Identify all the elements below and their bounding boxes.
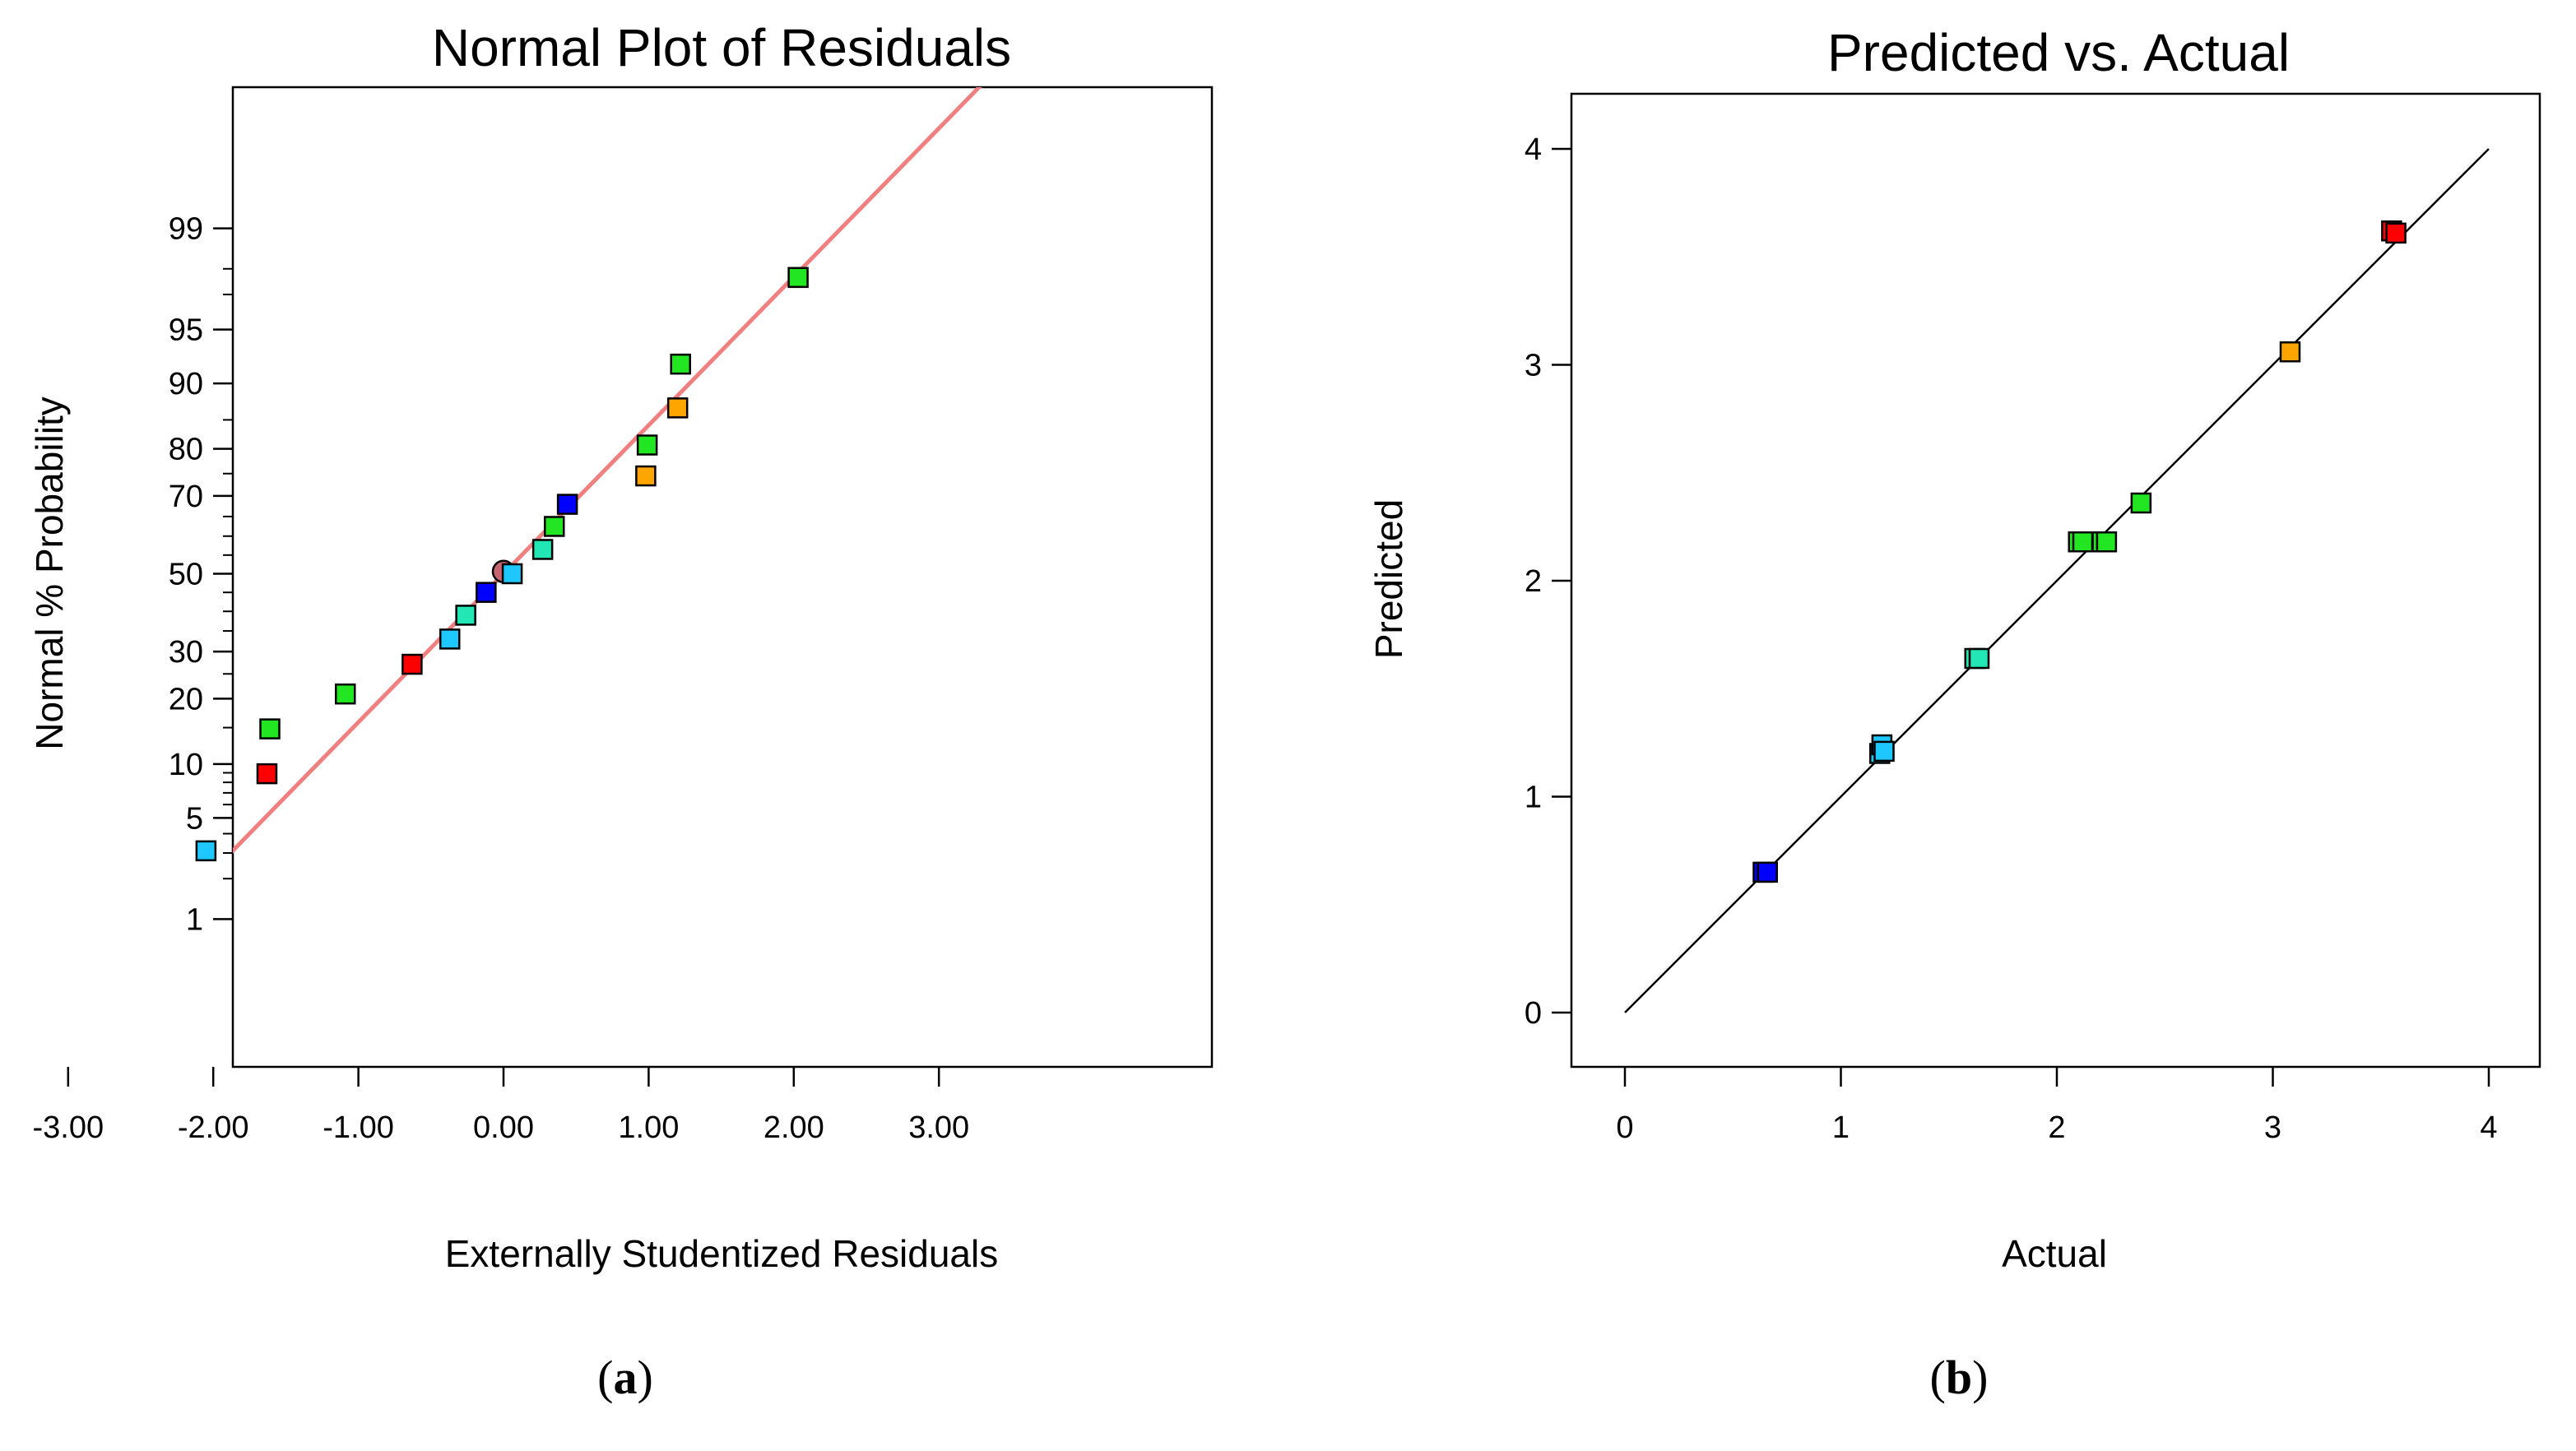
y-axis-ticks: 0 1 2 3 4: [1525, 132, 1571, 1031]
y-tick-label: 0: [1525, 996, 1542, 1031]
y-axis-label: Normal % Probability: [28, 396, 71, 749]
reference-line: [1624, 148, 2490, 1013]
data-point: [455, 605, 476, 626]
panel-label-a: (a): [597, 1351, 653, 1404]
x-axis-label: Externally Studentized Residuals: [445, 1232, 998, 1275]
x-axis-label: Actual: [2002, 1232, 2107, 1275]
y-tick-label: 30: [169, 635, 203, 670]
y-tick-label: 20: [169, 682, 203, 716]
data-point: [2130, 492, 2152, 514]
y-tick-label: 90: [169, 367, 203, 401]
data-point: [401, 653, 423, 675]
y-axis-ticks: 1 5 10 20 30 50 70 80 90 95 99: [169, 212, 233, 937]
plot-area-frame: [231, 86, 1214, 1069]
x-axis-ticks: -3.00 -2.00 -1.00 0.00 1.00 2.00 3.00: [32, 1067, 969, 1145]
data-point: [439, 628, 461, 650]
x-tick-label: 0: [1616, 1110, 1633, 1145]
panel-letter-a: a: [614, 1351, 638, 1404]
y-tick-label: 95: [169, 313, 203, 348]
y-tick-label: 10: [169, 748, 203, 782]
data-point: [195, 840, 217, 862]
y-tick-label: 70: [169, 480, 203, 514]
data-points: [1752, 220, 2407, 883]
data-point: [334, 683, 356, 705]
x-tick-label: 2: [2048, 1110, 2065, 1145]
y-tick-label: 99: [169, 212, 203, 247]
reference-line-group: [1624, 148, 2490, 1013]
y-tick-label: 3: [1525, 349, 1542, 383]
y-tick-label: 1: [186, 902, 203, 937]
y-axis-label: Predicted: [1367, 499, 1410, 659]
x-tick-label: 3: [2264, 1110, 2281, 1145]
data-point: [2096, 531, 2118, 553]
data-point: [531, 539, 554, 560]
x-tick-label: 2.00: [764, 1110, 824, 1145]
data-point: [1873, 740, 1895, 763]
x-axis-ticks: 0 1 2 3 4: [1616, 1067, 2498, 1145]
data-point: [543, 516, 565, 537]
data-point: [2279, 341, 2301, 363]
x-tick-label: -3.00: [32, 1110, 104, 1145]
data-point: [1968, 647, 1990, 670]
data-point: [636, 434, 658, 456]
data-points: [195, 267, 809, 862]
y-tick-label: 1: [1525, 781, 1542, 815]
y-tick-label: 2: [1525, 564, 1542, 599]
data-point: [501, 563, 523, 585]
data-point: [2385, 222, 2407, 244]
y-tick-label: 4: [1525, 132, 1542, 167]
data-point: [666, 397, 689, 419]
x-tick-label: -2.00: [178, 1110, 249, 1145]
x-tick-label: 4: [2480, 1110, 2497, 1145]
x-tick-label: -1.00: [323, 1110, 394, 1145]
data-point: [1757, 861, 1778, 883]
y-tick-label: 50: [169, 558, 203, 592]
chart-title: Normal Plot of Residuals: [432, 18, 1011, 77]
data-point: [2072, 531, 2094, 553]
data-point: [787, 267, 809, 289]
x-tick-label: 0.00: [473, 1110, 534, 1145]
data-point: [256, 763, 278, 785]
x-tick-label: 3.00: [908, 1110, 969, 1145]
x-tick-label: 1.00: [618, 1110, 679, 1145]
minor-ticks: [223, 267, 233, 880]
data-point: [635, 465, 657, 487]
data-point: [259, 718, 281, 739]
panel-letter-b: b: [1946, 1351, 1972, 1404]
chart-title: Predicted vs. Actual: [1827, 23, 2290, 82]
data-point: [670, 353, 691, 375]
panel-label-b: (b): [1930, 1351, 1989, 1404]
panel-a-normal-plot: Normal Plot of Residuals -3.00 -2.00 -1.00…: [28, 18, 1214, 1404]
y-tick-label: 5: [186, 801, 203, 836]
y-tick-label: 80: [169, 433, 203, 467]
data-point: [476, 582, 497, 603]
data-point: [556, 494, 578, 515]
x-tick-label: 1: [1832, 1110, 1850, 1145]
